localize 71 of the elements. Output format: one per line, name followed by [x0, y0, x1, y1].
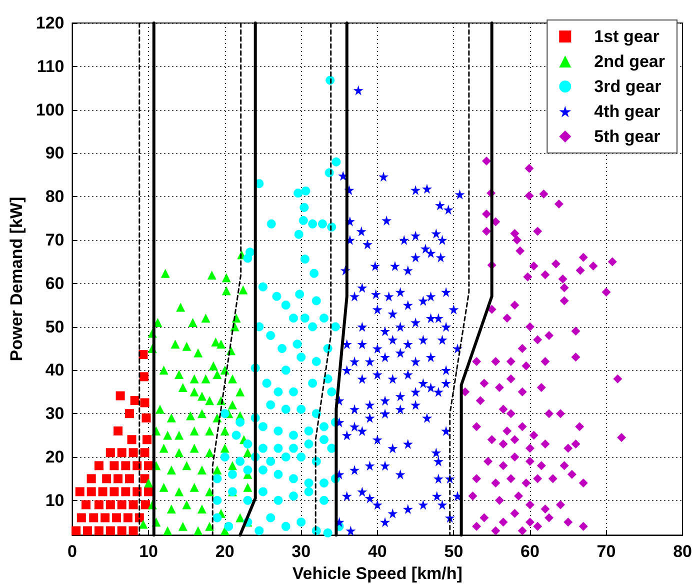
point — [76, 513, 86, 522]
x-tick-label: 30 — [292, 542, 311, 562]
point — [142, 435, 152, 444]
y-tick-label: 10 — [45, 490, 64, 510]
point — [86, 474, 96, 484]
point — [114, 426, 123, 436]
point — [94, 500, 104, 510]
point — [116, 391, 125, 400]
point — [140, 448, 150, 458]
point — [110, 487, 119, 496]
point — [128, 526, 138, 536]
x-tick-label: 40 — [368, 542, 387, 562]
legend-label: 4th gear — [594, 102, 661, 121]
point — [130, 396, 140, 406]
y-tick-label: 120 — [36, 14, 64, 32]
point — [75, 487, 84, 496]
y-tick-label: 90 — [45, 144, 64, 163]
x-tick-label: 10 — [139, 542, 158, 562]
point — [128, 500, 138, 510]
x-axis-title: Vehicle Speed [km/h] — [292, 564, 462, 583]
y-tick-label: 110 — [36, 56, 64, 76]
legend-label: 2nd gear — [594, 52, 666, 71]
y-tick-label: 30 — [45, 404, 64, 424]
y-axis-title: Power Demand [kW] — [7, 196, 26, 362]
point — [139, 372, 148, 382]
y-tick-label: 60 — [45, 274, 64, 293]
point — [117, 526, 126, 536]
point — [98, 487, 108, 496]
point — [94, 461, 104, 470]
point — [72, 526, 81, 536]
x-tick-label: 0 — [68, 542, 77, 562]
x-tick-label: 70 — [596, 542, 616, 562]
point — [94, 526, 104, 536]
x-tick-label: 80 — [673, 542, 692, 562]
x-tick-label: 20 — [215, 542, 234, 562]
point — [106, 526, 115, 536]
legend-label: 3rd gear — [594, 77, 662, 96]
y-tick-label: 40 — [45, 360, 64, 380]
point — [140, 398, 150, 408]
point — [124, 474, 134, 484]
point — [141, 500, 150, 510]
point — [86, 487, 96, 496]
point — [117, 500, 126, 510]
point — [83, 526, 92, 536]
point — [142, 413, 151, 422]
point — [117, 448, 126, 458]
point — [112, 513, 122, 522]
point — [124, 409, 134, 418]
y-tick-label: 100 — [36, 100, 64, 120]
point — [144, 461, 154, 470]
point — [102, 474, 112, 484]
point — [100, 513, 110, 522]
point — [106, 500, 115, 510]
legend-label: 1st gear — [594, 27, 660, 46]
x-tick-label: 60 — [520, 542, 540, 562]
y-tick-label: 20 — [45, 447, 64, 466]
point — [121, 461, 130, 470]
x-tick-label: 50 — [444, 542, 464, 562]
point — [127, 435, 136, 444]
point — [121, 487, 130, 496]
y-tick-label: 80 — [45, 187, 64, 206]
legend-label: 5th gear — [594, 127, 661, 146]
point — [106, 448, 115, 458]
y-tick-label: 70 — [45, 230, 64, 250]
y-tick-label: 50 — [45, 317, 64, 336]
point — [110, 461, 119, 470]
point — [123, 513, 132, 522]
point — [81, 500, 90, 510]
point — [114, 474, 123, 484]
point — [89, 513, 98, 522]
point — [128, 448, 138, 458]
